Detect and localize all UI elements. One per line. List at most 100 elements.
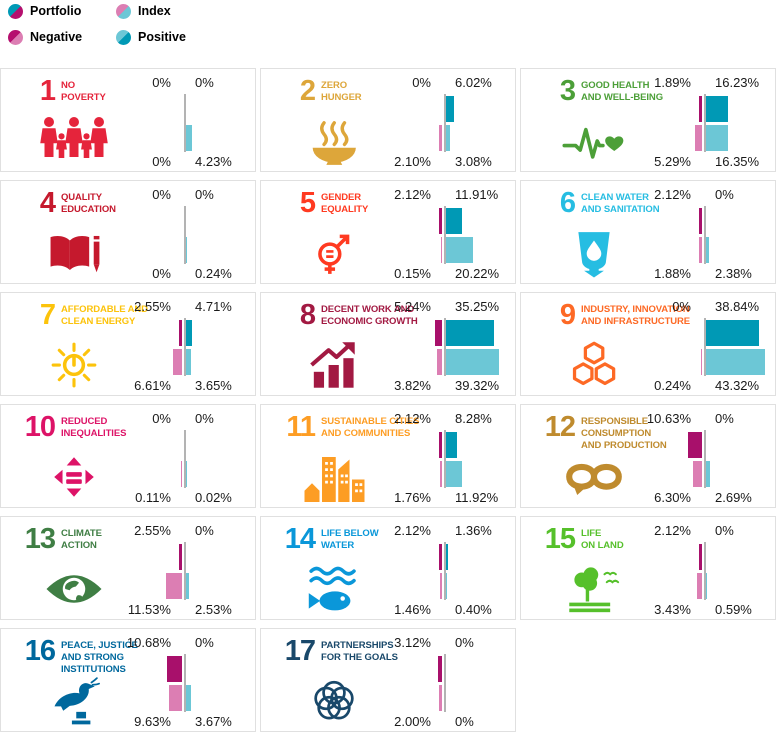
sdg-card-grid: 1 NO POVERTY 0% 0% 0% 4.23% 2 ZERO HUNGE… (0, 68, 780, 732)
goal-number: 1 (39, 75, 56, 107)
portfolio-positive-bar (706, 96, 729, 122)
portfolio-negative-label: 0% (672, 299, 691, 314)
portfolio-positive-bar (706, 320, 759, 346)
portfolio-negative-bar (699, 544, 702, 570)
portfolio-positive-label: 0% (195, 635, 214, 650)
sdg-card-1: 1 NO POVERTY 0% 0% 0% 4.23% (0, 68, 256, 172)
index-negative-label: 2.10% (394, 154, 431, 169)
index-negative-bar (166, 573, 182, 599)
index-positive-bar (446, 125, 451, 151)
portfolio-positive-label: 0% (715, 411, 734, 426)
goal-title: PARTNERSHIPS FOR THE GOALS (321, 640, 398, 663)
index-negative-label: 1.88% (654, 266, 691, 281)
index-positive-label: 0.59% (715, 602, 752, 617)
index-negative-label: 6.61% (134, 378, 171, 393)
chart-axis (444, 318, 446, 376)
no-poverty-family-icon (15, 113, 133, 169)
climate-action-eye-icon (15, 561, 133, 617)
portfolio-positive-label: 38.84% (715, 299, 760, 314)
sdg-card-4: 4 QUALITY EDUCATION 0% 0% 0% 0.24% (0, 180, 256, 284)
index-negative-bar (439, 685, 442, 711)
index-negative-bar (173, 349, 182, 375)
index-positive-bar (706, 237, 710, 263)
index-positive-label: 43.32% (715, 378, 760, 393)
index-negative-label: 0.24% (654, 378, 691, 393)
index-negative-bar (168, 685, 182, 711)
portfolio-negative-label: 10.63% (646, 411, 691, 426)
sdg-card-9: 9 INDUSTRY, INNOVATION AND INFRASTRUCTUR… (520, 292, 776, 396)
portfolio-negative-label: 2.12% (654, 523, 691, 538)
index-positive-label: 20.22% (455, 266, 500, 281)
portfolio-negative-label: 2.12% (394, 411, 431, 426)
portfolio-positive-label: 35.25% (455, 299, 500, 314)
index-negative-label: 0% (152, 266, 171, 281)
portfolio-negative-label: 1.89% (654, 75, 691, 90)
index-positive-label: 3.65% (195, 378, 232, 393)
goal-title: AFFORDABLE AND CLEAN ENERGY (61, 304, 148, 327)
legend-label-positive: Positive (138, 30, 186, 44)
negative-dot (8, 30, 23, 45)
index-positive-bar (186, 573, 190, 599)
goal-number: 6 (559, 187, 576, 219)
portfolio-negative-bar (434, 320, 442, 346)
goal-number: 11 (286, 411, 316, 443)
sdg-card-10: 10 REDUCED INEQUALITIES 0% 0% 0.11% 0.02… (0, 404, 256, 508)
goal-title: RESPONSIBLE CONSUMPTION AND PRODUCTION (581, 416, 667, 451)
index-negative-bar (440, 573, 442, 599)
portfolio-positive-label: 0% (195, 523, 214, 538)
portfolio-positive-label: 4.71% (195, 299, 232, 314)
portfolio-positive-label: 16.23% (715, 75, 760, 90)
index-positive-label: 2.53% (195, 602, 232, 617)
goal-number: 3 (559, 75, 576, 107)
chart-axis (444, 542, 446, 600)
sdg-card-17: 17 PARTNERSHIPS FOR THE GOALS 3.12% 0% 2… (260, 628, 516, 732)
sdg-card-16: 16 PEACE, JUSTICE AND STRONG INSTITUTION… (0, 628, 256, 732)
partnerships-flower-icon (275, 673, 393, 729)
quality-education-book-icon (15, 225, 133, 281)
index-positive-label: 0% (455, 714, 474, 729)
goal-number: 16 (24, 635, 56, 667)
clean-energy-sun-icon (15, 337, 133, 393)
portfolio-negative-label: 2.55% (134, 299, 171, 314)
index-negative-bar (697, 573, 702, 599)
index-positive-bar (706, 461, 710, 487)
index-negative-label: 0.15% (394, 266, 431, 281)
portfolio-positive-label: 0% (195, 75, 214, 90)
index-negative-label: 5.29% (654, 154, 691, 169)
index-negative-bar (436, 349, 442, 375)
portfolio-positive-label: 0% (715, 187, 734, 202)
portfolio-dot (8, 4, 23, 19)
legend-label-portfolio: Portfolio (30, 4, 82, 18)
index-negative-bar (700, 349, 702, 375)
positive-dot (116, 30, 131, 45)
reduced-inequalities-icon (15, 449, 133, 505)
chart-axis (184, 430, 186, 488)
clean-water-drop-icon (535, 225, 653, 281)
goal-title: GOOD HEALTH AND WELL-BEING (581, 80, 663, 103)
life-on-land-tree-icon (535, 561, 653, 617)
index-positive-label: 39.32% (455, 378, 500, 393)
sdg-card-11: 11 SUSTAINABLE CITIES AND COMMUNITIES 2.… (260, 404, 516, 508)
portfolio-positive-bar (446, 544, 448, 570)
goal-number: 10 (24, 411, 56, 443)
index-negative-label: 9.63% (134, 714, 171, 729)
index-positive-label: 3.67% (195, 714, 232, 729)
portfolio-negative-bar (439, 208, 442, 234)
index-negative-label: 0.11% (135, 490, 171, 505)
goal-title: INDUSTRY, INNOVATION AND INFRASTRUCTURE (581, 304, 691, 327)
portfolio-negative-bar (699, 208, 702, 234)
index-positive-bar (446, 349, 500, 375)
index-positive-bar (186, 237, 188, 263)
portfolio-negative-label: 2.55% (134, 523, 171, 538)
portfolio-negative-label: 5.24% (394, 299, 431, 314)
goal-title: DECENT WORK AND ECONOMIC GROWTH (321, 304, 418, 327)
index-negative-label: 6.30% (654, 490, 691, 505)
legend-label-index: Index (138, 4, 171, 18)
chart-axis (444, 654, 446, 712)
portfolio-negative-bar (437, 656, 442, 682)
portfolio-negative-bar (178, 544, 182, 570)
legend-label-negative: Negative (30, 30, 83, 44)
chart-axis (444, 94, 446, 152)
index-negative-label: 3.82% (394, 378, 431, 393)
portfolio-negative-bar (439, 432, 442, 458)
